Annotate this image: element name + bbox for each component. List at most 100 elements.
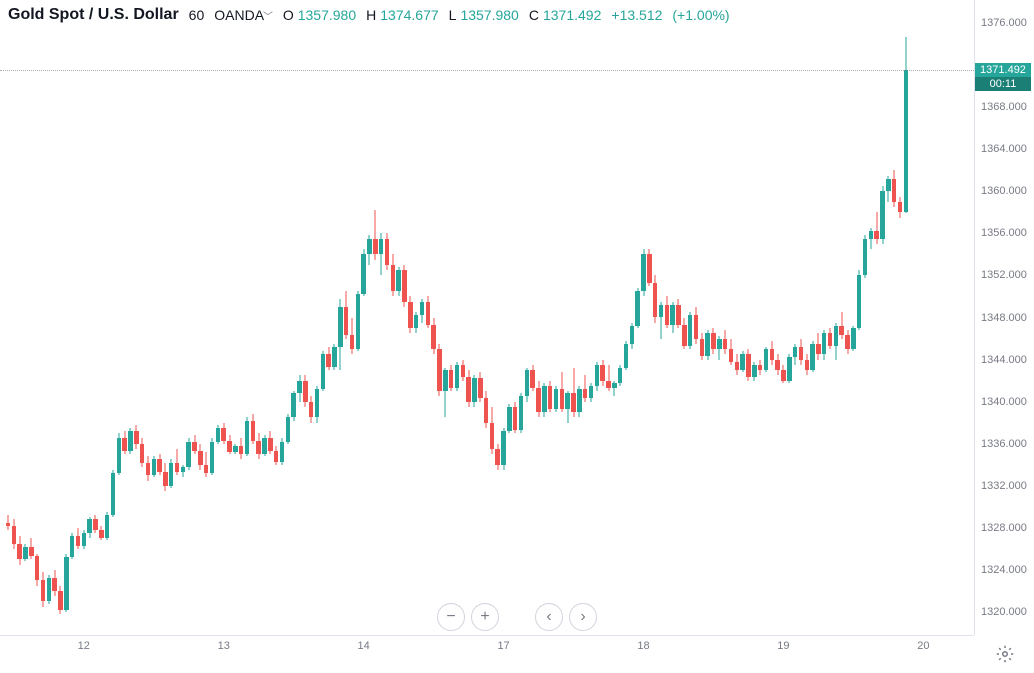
candle	[204, 0, 209, 635]
candle	[595, 0, 600, 635]
candle	[688, 0, 693, 635]
candle	[635, 0, 640, 635]
y-tick-label: 1356.000	[981, 227, 1027, 239]
candle	[344, 0, 349, 635]
candle	[583, 0, 588, 635]
candle	[863, 0, 868, 635]
candle	[892, 0, 897, 635]
candle	[221, 0, 226, 635]
candle	[303, 0, 308, 635]
candle	[291, 0, 296, 635]
candle	[93, 0, 98, 635]
candle	[705, 0, 710, 635]
y-tick-label: 1360.000	[981, 185, 1027, 197]
candle	[227, 0, 232, 635]
candle	[157, 0, 162, 635]
candle	[361, 0, 366, 635]
source-label[interactable]: OANDA ﹀	[214, 7, 273, 23]
candle	[373, 0, 378, 635]
candle	[426, 0, 431, 635]
candle	[880, 0, 885, 635]
candle	[904, 0, 909, 635]
candle	[845, 0, 850, 635]
candle	[565, 0, 570, 635]
candle	[770, 0, 775, 635]
candle	[495, 0, 500, 635]
y-tick-label: 1320.000	[981, 606, 1027, 618]
symbol-title[interactable]: Gold Spot / U.S. Dollar	[8, 6, 179, 24]
x-tick-label: 14	[358, 640, 370, 652]
candle	[315, 0, 320, 635]
candle	[653, 0, 658, 635]
x-tick-label: 20	[917, 640, 929, 652]
candle	[402, 0, 407, 635]
candle	[612, 0, 617, 635]
candle	[694, 0, 699, 635]
candle	[239, 0, 244, 635]
candle	[682, 0, 687, 635]
y-axis[interactable]: 1320.0001324.0001328.0001332.0001336.000…	[974, 0, 1034, 635]
candle	[560, 0, 565, 635]
current-price-label: 1371.492	[975, 63, 1031, 77]
candle	[350, 0, 355, 635]
chevron-down-icon: ﹀	[260, 12, 273, 23]
scroll-left-button[interactable]: ‹	[535, 603, 563, 631]
candle	[414, 0, 419, 635]
candle	[431, 0, 436, 635]
candle	[111, 0, 116, 635]
candle	[758, 0, 763, 635]
x-tick-label: 19	[777, 640, 789, 652]
candle	[834, 0, 839, 635]
candle	[466, 0, 471, 635]
settings-icon[interactable]	[996, 645, 1014, 663]
candle	[729, 0, 734, 635]
x-axis[interactable]: 12131417181920	[0, 635, 974, 673]
candle	[781, 0, 786, 635]
candle	[379, 0, 384, 635]
candle	[449, 0, 454, 635]
candle	[251, 0, 256, 635]
candle	[799, 0, 804, 635]
candle	[507, 0, 512, 635]
candle	[501, 0, 506, 635]
candle	[898, 0, 903, 635]
candle	[326, 0, 331, 635]
candle	[245, 0, 250, 635]
interval-label[interactable]: 60	[189, 7, 205, 23]
candle	[735, 0, 740, 635]
candle	[764, 0, 769, 635]
candle	[606, 0, 611, 635]
candle	[723, 0, 728, 635]
x-tick-label: 17	[497, 640, 509, 652]
candle	[274, 0, 279, 635]
candle	[571, 0, 576, 635]
close-value: 1371.492	[543, 7, 601, 23]
candle	[52, 0, 57, 635]
candle	[659, 0, 664, 635]
x-tick-label: 12	[78, 640, 90, 652]
candle	[711, 0, 716, 635]
change-pct-value: (+1.00%)	[672, 7, 729, 23]
candle	[47, 0, 52, 635]
candle	[192, 0, 197, 635]
candle	[647, 0, 652, 635]
candle	[181, 0, 186, 635]
candle	[577, 0, 582, 635]
x-tick-label: 18	[637, 640, 649, 652]
candle	[268, 0, 273, 635]
candle	[169, 0, 174, 635]
candle	[618, 0, 623, 635]
candle	[140, 0, 145, 635]
chart-controls: − + ‹ ›	[437, 603, 597, 631]
candle	[117, 0, 122, 635]
candle	[391, 0, 396, 635]
candle	[58, 0, 63, 635]
candle	[665, 0, 670, 635]
candle	[297, 0, 302, 635]
zoom-out-button[interactable]: −	[437, 603, 465, 631]
candle	[338, 0, 343, 635]
chart-area[interactable]	[0, 0, 974, 635]
candle	[793, 0, 798, 635]
scroll-right-button[interactable]: ›	[569, 603, 597, 631]
zoom-in-button[interactable]: +	[471, 603, 499, 631]
